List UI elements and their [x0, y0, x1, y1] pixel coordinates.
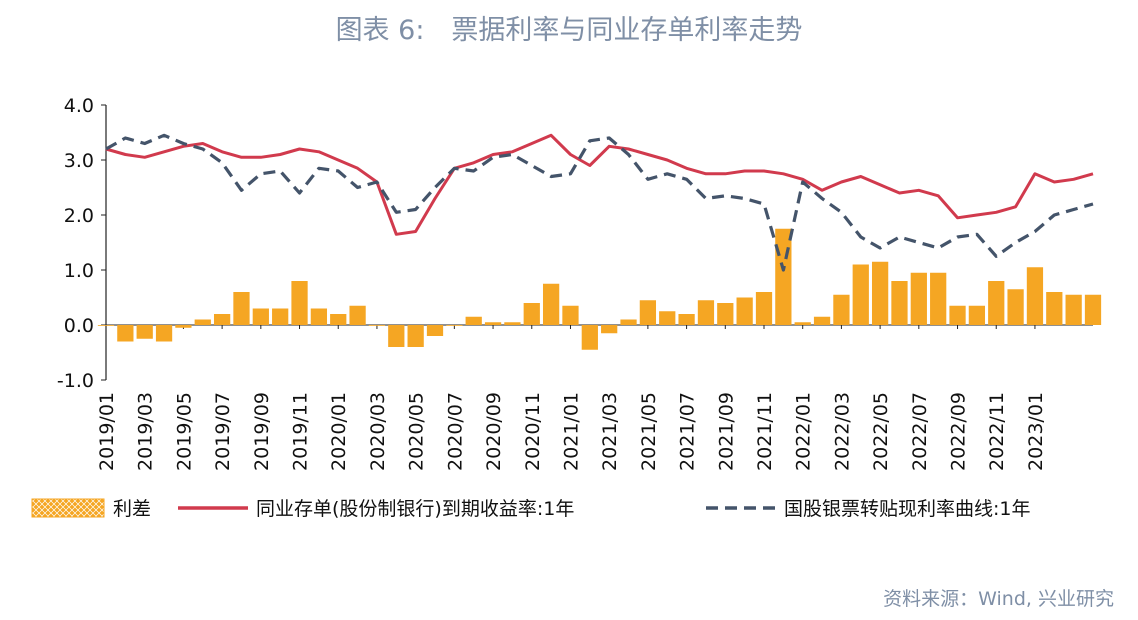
source-note: 资料来源：Wind, 兴业研究: [883, 588, 1114, 610]
x-tick-label: 2019/11: [290, 392, 312, 471]
x-tick-label: 2022/11: [986, 392, 1008, 471]
legend-swatch-spread: [31, 498, 105, 518]
spread-bar: [813, 316, 831, 325]
spread-bar: [581, 325, 598, 350]
spread-bar: [1046, 292, 1063, 325]
spread-bar: [697, 300, 715, 325]
spread-bar: [910, 272, 927, 325]
spread-bar: [891, 281, 908, 325]
x-tick-label: 2020/07: [444, 392, 466, 471]
spread-bar: [1084, 294, 1102, 325]
x-tick-label: 2021/01: [560, 392, 582, 471]
y-tick-label: 0.0: [64, 315, 94, 337]
spread-bar: [252, 308, 269, 325]
chart-title: 图表 6: 票据利率与同业存单利率走势: [335, 15, 803, 46]
x-tick-label: 2020/01: [328, 392, 350, 471]
spread-bar: [871, 261, 889, 325]
spread-bar: [291, 281, 308, 325]
spread-bar: [426, 325, 444, 336]
x-tick-label: 2019/01: [96, 392, 118, 471]
x-tick-label: 2019/05: [173, 392, 195, 471]
spread-bar: [968, 305, 986, 325]
x-tick-label: 2019/07: [212, 392, 234, 471]
x-tick-label: 2021/09: [715, 392, 737, 471]
spread-bar: [601, 325, 618, 334]
spread-bar: [736, 297, 753, 325]
spread-bar: [194, 319, 211, 325]
spread-bars: [97, 228, 1102, 350]
x-tick-label: 2022/03: [831, 392, 853, 471]
x-tick-label: 2022/01: [793, 392, 815, 471]
spread-bar: [213, 314, 231, 325]
legend-label-ncd: 同业存单(股份制银行)到期收益率:1年: [256, 498, 574, 520]
spread-bar: [562, 305, 579, 325]
legend-label-spread: 利差: [113, 498, 151, 520]
x-tick-label: 2021/11: [754, 392, 776, 471]
spread-bar: [388, 325, 405, 347]
x-tick-label: 2022/05: [870, 392, 892, 471]
x-tick-label: 2022/09: [948, 392, 970, 471]
spread-bar: [523, 303, 540, 325]
spread-bar: [310, 308, 328, 325]
spread-bar: [639, 300, 657, 325]
x-tick-label: 2023/01: [1025, 392, 1047, 471]
spread-bar: [678, 314, 695, 325]
spread-bar: [930, 272, 947, 325]
spread-bar: [659, 311, 676, 325]
lines: [105, 133, 1094, 272]
spread-bar: [272, 308, 289, 325]
x-tick-label: 2020/09: [483, 392, 505, 471]
spread-bar: [620, 319, 637, 325]
x-tick-label: 2020/05: [406, 392, 428, 471]
x-tick-label: 2019/09: [251, 392, 273, 471]
spread-bar: [97, 325, 115, 326]
y-tick-label: -1.0: [57, 370, 94, 392]
spread-bar: [1065, 294, 1082, 325]
legend-label-bill: 国股银票转贴现利率曲线:1年: [784, 498, 1031, 520]
x-tick-label: 2020/03: [367, 392, 389, 471]
spread-bar: [775, 228, 792, 325]
x-tick-label: 2022/07: [909, 392, 931, 471]
spread-bar: [465, 316, 482, 325]
x-tick-label: 2021/07: [677, 392, 699, 471]
x-tick-label: 2021/03: [599, 392, 621, 471]
spread-bar: [1007, 289, 1024, 325]
spread-bar: [349, 305, 366, 325]
spread-bar: [446, 325, 463, 326]
legend: 利差 同业存单(股份制银行)到期收益率:1年 国股银票转贴现利率曲线:1年: [31, 498, 1031, 520]
y-tick-label: 3.0: [64, 150, 94, 172]
spread-bar: [717, 303, 734, 325]
spread-bar: [988, 281, 1005, 325]
y-tick-label: 1.0: [64, 260, 94, 282]
spread-bar: [136, 325, 153, 339]
spread-bar: [155, 325, 173, 342]
spread-bar: [794, 322, 811, 325]
spread-bar: [949, 305, 966, 325]
x-tick-label: 2021/05: [638, 392, 660, 471]
y-tick-label: 2.0: [64, 205, 94, 227]
x-tick-label: 2020/11: [522, 392, 544, 471]
spread-bar: [504, 322, 521, 325]
spread-bar: [175, 325, 192, 328]
spread-bar: [368, 325, 386, 326]
spread-bar: [407, 325, 424, 347]
bill-rate-line: [105, 133, 1094, 272]
spread-bar: [755, 292, 773, 325]
spread-bar: [833, 294, 850, 325]
spread-bar: [117, 325, 134, 342]
spread-bar: [233, 292, 250, 325]
y-tick-label: 4.0: [64, 95, 94, 117]
spread-bar: [330, 314, 347, 325]
spread-bar: [484, 322, 502, 325]
x-tick-label: 2019/03: [135, 392, 157, 471]
spread-bar: [1026, 267, 1044, 325]
ncd-yield-line: [105, 133, 1094, 236]
spread-bar: [542, 283, 560, 325]
spread-bar: [852, 264, 869, 325]
